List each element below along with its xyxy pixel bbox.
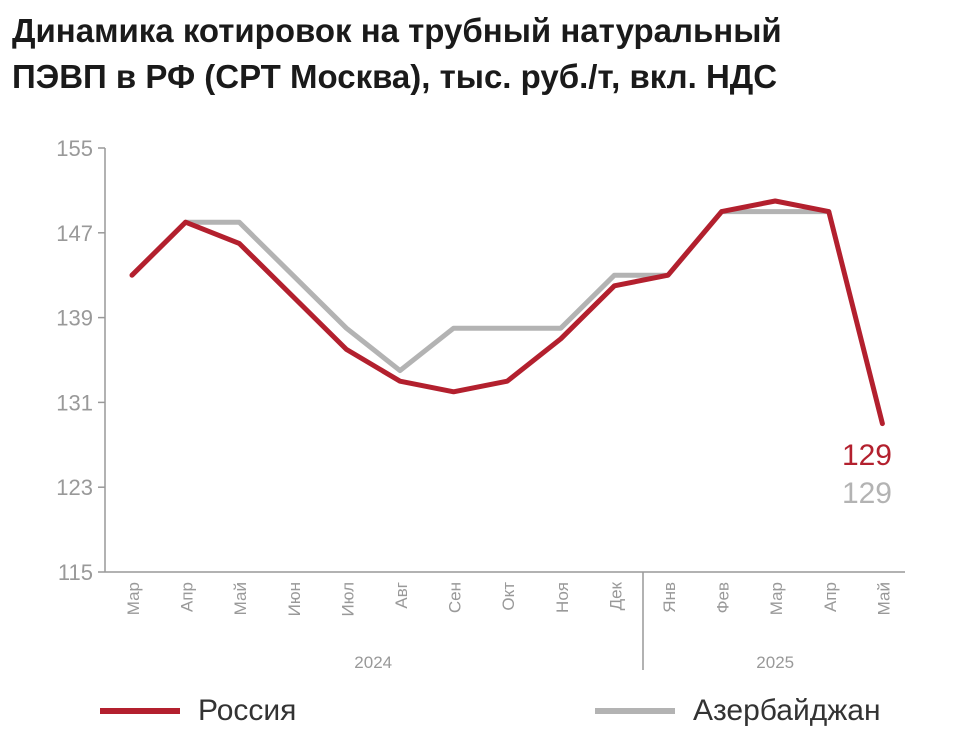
chart-title-line-1: Динамика котировок на трубный натуральны…: [12, 12, 782, 49]
x-tick-label: Дек: [606, 581, 625, 610]
y-tick-label: 123: [56, 475, 93, 500]
chart-title: Динамика котировок на трубный натуральны…: [12, 8, 952, 100]
year-label: 2024: [354, 653, 392, 672]
y-tick-label: 155: [56, 136, 93, 161]
x-tick-label: Июн: [285, 582, 304, 616]
x-tick-label: Май: [231, 582, 250, 615]
x-tick-label: Апр: [821, 582, 840, 612]
x-tick-label: Мар: [124, 582, 143, 615]
x-tick-label: Окт: [499, 582, 518, 611]
legend-swatch-azerbaijan: [595, 708, 675, 714]
x-tick-label: Авг: [392, 582, 411, 609]
x-tick-label: Янв: [660, 582, 679, 613]
chart-title-line-2: ПЭВП в РФ (СРТ Москва), тыс. руб./т, вкл…: [12, 58, 778, 95]
x-tick-label: Мар: [767, 582, 786, 615]
y-tick-label: 131: [56, 390, 93, 415]
x-tick-label: Июл: [338, 582, 357, 617]
y-tick-label: 139: [56, 306, 93, 331]
series-line-russia: [129, 198, 885, 427]
legend-item-russia: Россия: [100, 688, 296, 734]
legend-swatch-russia: [100, 708, 180, 714]
y-tick-label: 147: [56, 221, 93, 246]
x-tick-label: Апр: [178, 582, 197, 612]
legend-label-russia: Россия: [198, 694, 297, 727]
end-label-azerbaijan: 129: [842, 477, 892, 510]
x-tick-label: Сен: [446, 582, 465, 613]
y-tick-label: 115: [58, 560, 93, 585]
x-tick-label: Фев: [714, 582, 733, 613]
end-label-russia: 129: [842, 439, 892, 472]
x-tick-label: Ноя: [553, 582, 572, 613]
year-label: 2025: [756, 653, 794, 672]
legend-label-azerbaijan: Азербайджан: [693, 694, 881, 727]
legend-item-azerbaijan: Азербайджан: [595, 688, 881, 734]
series-line-azerbaijan: [183, 209, 832, 374]
x-tick-label: Май: [874, 582, 893, 615]
